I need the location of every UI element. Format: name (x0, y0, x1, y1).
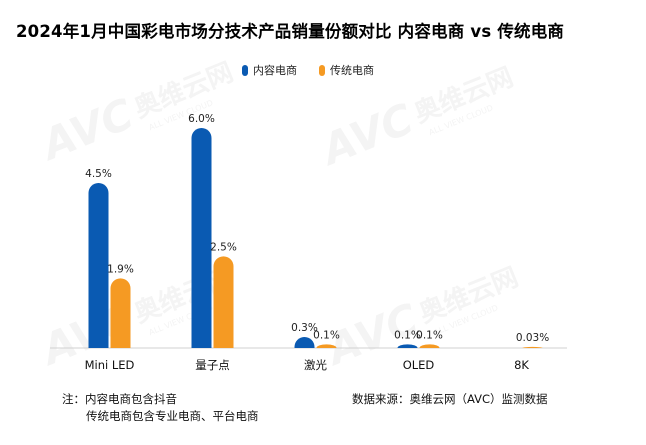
data-label: 0.1% (416, 329, 443, 341)
x-tick-label: 8K (514, 358, 529, 372)
legend-label-series1: 内容电商 (253, 64, 297, 77)
data-label: 1.9% (107, 263, 134, 275)
svg-text:AVC: AVC (313, 94, 421, 175)
x-tick-label: 量子点 (195, 358, 230, 372)
bar-series1 (397, 344, 418, 348)
plot-area: Mini LED4.5%1.9%量子点6.0%2.5%激光0.3%0.1%OLE… (50, 113, 567, 372)
watermark-logo: AVC 奥维云网 ALL VIEW CLOUD (313, 62, 518, 176)
bar-series2 (522, 346, 543, 348)
bar-series1 (191, 128, 212, 348)
data-label: 0.1% (394, 329, 421, 341)
legend-swatch-series1 (242, 64, 248, 76)
footnote: 注：内容电商包含抖音 传统电商包含专业电商、平台电商 (62, 391, 259, 425)
x-tick-label: Mini LED (85, 358, 135, 372)
legend-item-series1: 内容电商 (242, 62, 297, 78)
bar-series1 (294, 337, 315, 348)
legend-item-series2: 传统电商 (319, 62, 374, 78)
data-label: 4.5% (85, 168, 112, 180)
x-tick-label: 激光 (304, 358, 327, 372)
data-label: 0.1% (313, 329, 340, 341)
legend: 内容电商 传统电商 (242, 62, 374, 78)
bar-series2 (110, 278, 131, 348)
svg-text:AVC: AVC (33, 89, 141, 170)
bar-series1 (88, 183, 109, 348)
legend-label-series2: 传统电商 (330, 64, 374, 77)
data-label: 2.5% (210, 241, 237, 253)
footnote-line-2: 传统电商包含专业电商、平台电商 (86, 409, 259, 423)
data-label: 0.3% (291, 322, 318, 334)
watermark-logo: AVC 奥维云网 ALL VIEW CLOUD (318, 262, 523, 376)
legend-swatch-series2 (319, 64, 325, 76)
bar-series2 (213, 256, 234, 348)
bar-series2 (419, 344, 440, 348)
data-source: 数据来源：奥维云网（AVC）监测数据 (352, 392, 548, 406)
chart-title: 2024年1月中国彩电市场分技术产品销量份额对比 内容电商 vs 传统电商 (16, 22, 565, 41)
x-tick-label: OLED (403, 358, 435, 372)
bar-series2 (316, 344, 337, 348)
data-label: 0.03% (516, 332, 549, 344)
data-label: 6.0% (188, 113, 215, 125)
footnote-line-1: 注：内容电商包含抖音 (62, 392, 177, 406)
